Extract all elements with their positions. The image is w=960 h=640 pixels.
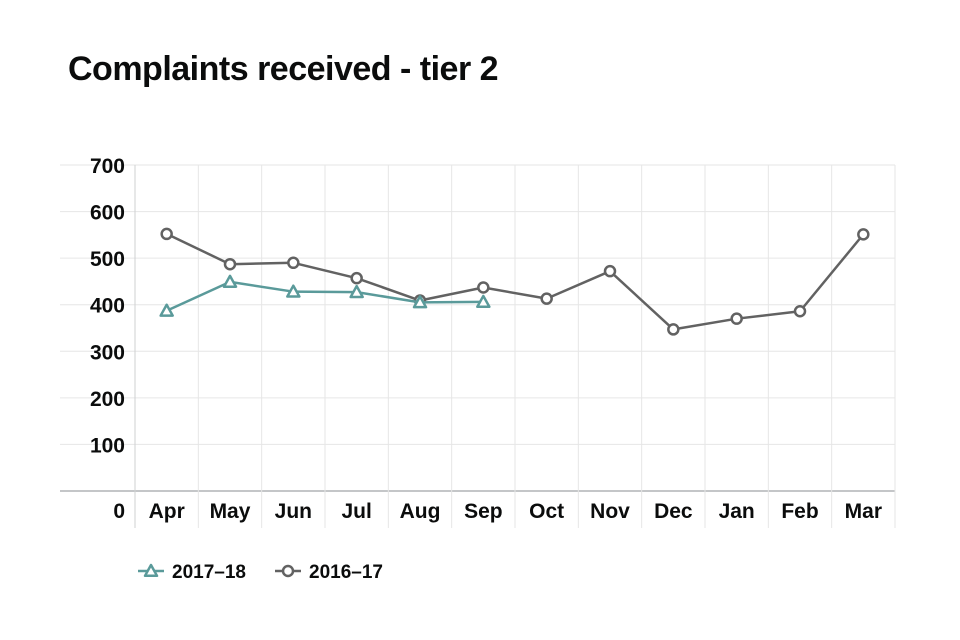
- data-point-triangle: [349, 284, 364, 299]
- x-axis-ticks: Apr May Jun Jul Aug Sep Oct Nov Dec Jan Feb Mar: [149, 500, 882, 523]
- y-tick-label: 700: [90, 155, 125, 178]
- data-point-circle: [540, 292, 553, 305]
- data-point-circle: [667, 323, 680, 336]
- y-tick-label: 600: [90, 202, 125, 225]
- chart-title: Complaints received - tier 2: [68, 50, 499, 88]
- data-point-circle: [603, 264, 617, 278]
- data-point-triangle: [286, 284, 301, 298]
- legend-marker-circle: [281, 564, 295, 578]
- y-tick-label: 0: [113, 500, 125, 523]
- chart-series: [159, 227, 870, 336]
- y-axis-ticks: 0 100 200 300 400 500 600 700: [90, 155, 125, 523]
- series-line: [166, 280, 484, 312]
- data-point-circle: [350, 271, 363, 285]
- legend-marker-triangle: [143, 563, 159, 578]
- y-tick-label: 500: [90, 248, 125, 271]
- y-tick-label: 200: [90, 388, 125, 411]
- y-tick-label: 400: [90, 295, 125, 318]
- x-tick-label: Feb: [781, 500, 818, 523]
- x-tick-label: May: [210, 500, 251, 523]
- y-tick-label: 100: [90, 434, 125, 457]
- data-point-circle: [793, 304, 807, 318]
- data-point-circle: [857, 228, 870, 241]
- data-point-circle: [287, 256, 300, 270]
- chart-grid: [60, 164, 896, 528]
- x-tick-label: Mar: [845, 500, 882, 523]
- legend-label: 2017–18: [172, 562, 246, 583]
- x-tick-label: Oct: [529, 500, 564, 523]
- data-point-circle: [730, 312, 743, 325]
- x-tick-label: Jul: [341, 500, 371, 523]
- series-triangle: [159, 274, 491, 317]
- data-point-circle: [223, 257, 237, 271]
- series-line: [166, 232, 865, 331]
- x-tick-label: Nov: [590, 500, 630, 523]
- x-tick-label: Sep: [464, 500, 503, 523]
- data-point-triangle: [159, 303, 174, 317]
- x-tick-label: Aug: [400, 500, 441, 523]
- x-tick-label: Jan: [719, 500, 755, 523]
- data-point-circle: [477, 281, 490, 294]
- series-circle: [160, 227, 870, 336]
- legend-label: 2016–17: [309, 562, 383, 583]
- chart-legend: 2017–18 2016–17: [138, 562, 383, 583]
- data-point-triangle: [222, 274, 238, 288]
- data-point-circle: [160, 227, 173, 241]
- y-tick-label: 300: [90, 341, 125, 364]
- x-tick-label: Jun: [275, 500, 312, 523]
- data-point-triangle: [412, 295, 428, 309]
- legend-item: 2016–17: [275, 562, 383, 583]
- data-point-triangle: [476, 294, 491, 308]
- x-tick-label: Apr: [149, 500, 185, 523]
- x-tick-label: Dec: [654, 500, 693, 523]
- legend-item: 2017–18: [138, 562, 246, 583]
